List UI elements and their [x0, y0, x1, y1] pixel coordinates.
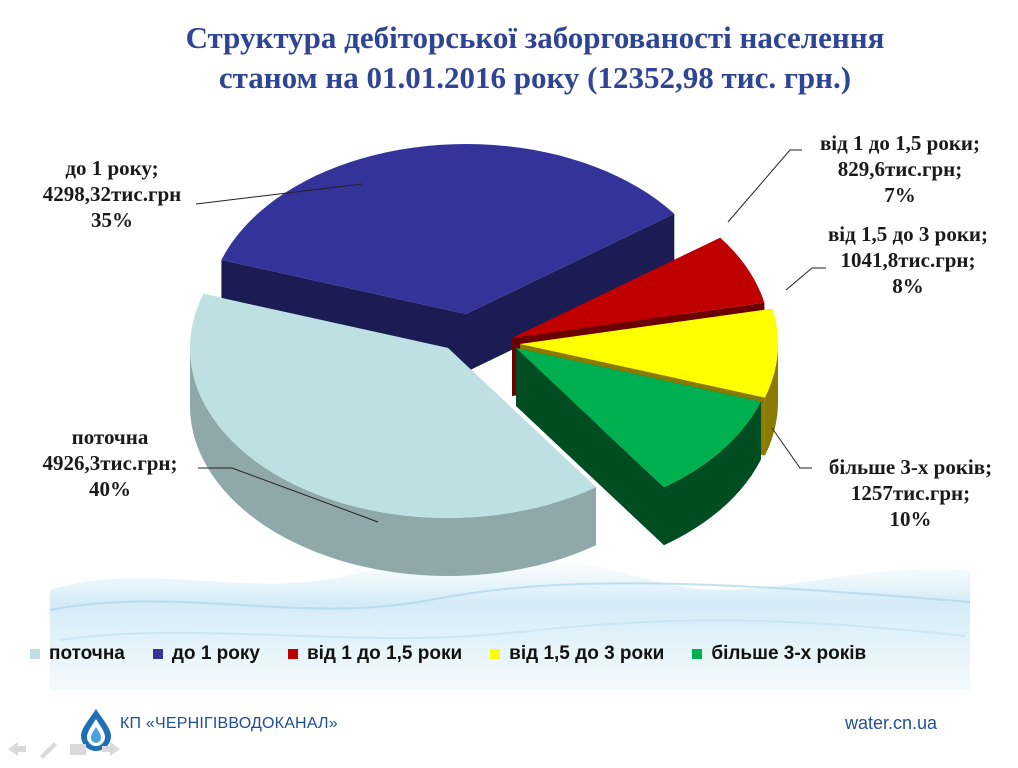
- legend-label: поточна: [49, 643, 125, 664]
- slice-4-top-більше 3-х років: [516, 348, 761, 488]
- legend-swatch: [490, 649, 501, 659]
- slice-1-wall-1: [466, 213, 675, 372]
- data-label-vid15: від 1,5 до 3 роки; 1041,8тис.грн; 8%: [827, 222, 989, 298]
- legend-label: від 1 до 1,5 роки: [306, 643, 463, 664]
- legend-swatch: [287, 649, 298, 659]
- organization-name: КП «ЧЕРНІГІВВОДОКАНАЛ»: [120, 715, 338, 732]
- leader-line-do1: [195, 183, 363, 205]
- slice-4-outer-wall-0: [664, 401, 761, 546]
- title-line-2: станом на 01.01.2016 року (12352,98 тис.…: [218, 60, 852, 95]
- slice-4-wall-1: [516, 348, 664, 546]
- legend-label: до 1 року: [171, 643, 260, 664]
- leader-line-potochna: [198, 467, 379, 523]
- water-splash-background: [49, 556, 971, 690]
- leader-line-vid1: [727, 149, 802, 223]
- slide-nav-controls[interactable]: [4, 738, 124, 760]
- legend-swatch: [692, 649, 703, 659]
- website-link[interactable]: water.cn.ua: [845, 713, 938, 733]
- legend-item-vid1: від 1 до 1,5 роки: [280, 643, 462, 665]
- pie-chart: [190, 144, 778, 576]
- data-label-potochna: поточна 4926,3тис.грн; 40%: [42, 425, 178, 501]
- pen-icon: [40, 742, 57, 759]
- legend-label: більше 3-х років: [711, 643, 867, 664]
- leader-lines: [195, 149, 826, 523]
- chart-legend: поточна до 1 року від 1 до 1,5 роки від …: [22, 640, 886, 668]
- slice-3-outer-wall-0: [764, 344, 778, 456]
- leader-line-vid15: [785, 267, 826, 291]
- slice-0-outer-wall-0: [190, 348, 596, 576]
- legend-swatch: [30, 649, 40, 659]
- legend-item-bilshe3: більше 3-х років: [684, 643, 866, 665]
- forward-arrow-icon: [102, 742, 120, 756]
- slice-3-top-від 1,5 до 3 роки: [520, 308, 778, 398]
- legend-item-potochna: поточна: [22, 643, 125, 665]
- leader-line-bilshe3: [771, 427, 812, 469]
- legend-item-do1: до 1 року: [145, 643, 260, 665]
- back-arrow-icon: [8, 742, 26, 756]
- data-label-vid1: від 1 до 1,5 роки; 829,6тис.грн; 7%: [819, 131, 981, 207]
- data-label-do1: до 1 року; 4298,32тис.грн 35%: [42, 156, 182, 232]
- slice-2-top-від 1 до 1,5 роки: [512, 237, 765, 338]
- water-drop-logo-icon: [81, 709, 111, 751]
- slice-0-top-поточна: [190, 293, 596, 518]
- legend-label: від 1,5 до 3 роки: [509, 643, 665, 664]
- menu-icon: [70, 744, 86, 755]
- legend-item-vid15: від 1,5 до 3 роки: [482, 643, 664, 665]
- slice-1-top-до 1 року: [221, 144, 675, 314]
- title-line-1: Структура дебіторської заборгованості на…: [185, 20, 885, 55]
- chart-title: Структура дебіторської заборгованості на…: [120, 18, 950, 98]
- data-label-bilshe3: більше 3-х років; 1257тис.грн; 10%: [828, 455, 993, 531]
- legend-swatch: [152, 649, 163, 659]
